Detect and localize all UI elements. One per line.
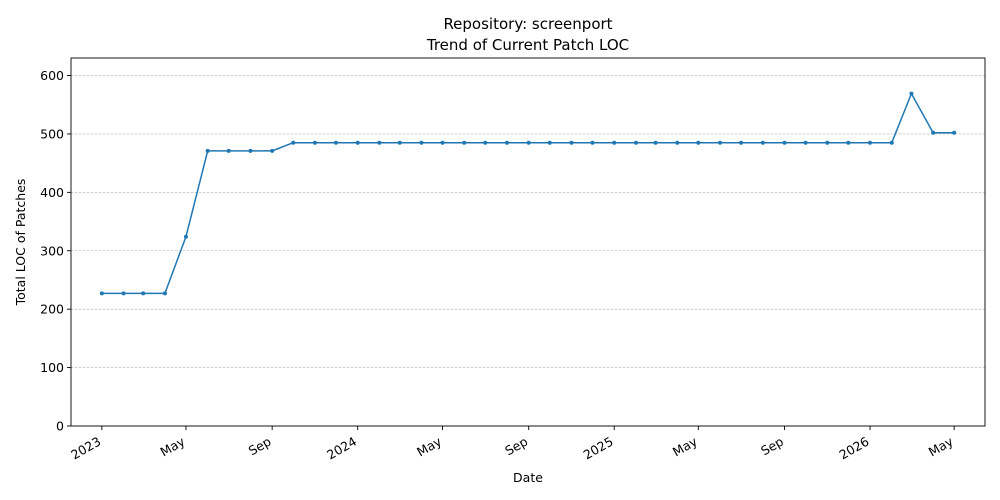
data-point xyxy=(205,148,210,153)
data-point xyxy=(825,140,830,145)
grid-lines xyxy=(71,75,985,427)
data-point xyxy=(419,140,424,145)
chart-title-line-2: Trend of Current Patch LOC xyxy=(426,36,629,54)
data-point xyxy=(782,140,787,145)
data-point xyxy=(333,140,338,145)
data-point xyxy=(141,291,146,296)
x-axis-label: Date xyxy=(513,470,543,485)
y-axis: 0 100 200 300 400 500 600 xyxy=(40,68,71,434)
y-axis-label: Total LOC of Patches xyxy=(13,179,28,307)
data-point xyxy=(270,148,275,153)
data-point xyxy=(739,140,744,145)
x-tick-label: 2026 xyxy=(836,434,871,463)
x-tick-label: 2023 xyxy=(68,434,103,463)
y-tick-label: 500 xyxy=(40,126,64,141)
data-point xyxy=(653,140,658,145)
data-point xyxy=(121,291,126,296)
data-point xyxy=(889,140,894,145)
x-tick-label: May xyxy=(926,433,956,459)
data-point xyxy=(718,140,723,145)
data-point xyxy=(675,140,680,145)
x-tick-label: 2025 xyxy=(581,434,616,463)
x-axis: 2023 May Sep 2024 May Sep 2025 May Sep 2026 May xyxy=(68,426,956,463)
x-tick-label: Sep xyxy=(502,434,530,459)
x-tick-label: May xyxy=(670,433,700,459)
data-point xyxy=(569,140,574,145)
x-tick-label: Sep xyxy=(758,434,786,459)
data-point xyxy=(355,140,360,145)
series-line xyxy=(101,92,955,295)
data-point xyxy=(868,140,873,145)
data-point xyxy=(248,148,253,153)
data-point xyxy=(440,140,445,145)
data-point xyxy=(909,91,914,96)
data-point xyxy=(183,234,188,239)
data-point xyxy=(633,140,638,145)
data-point xyxy=(397,140,402,145)
data-point xyxy=(760,140,765,145)
data-point xyxy=(590,140,595,145)
y-tick-label: 100 xyxy=(40,360,64,375)
series-loc xyxy=(99,91,957,296)
x-tick-label: Sep xyxy=(246,434,274,459)
chart-title-line-1: Repository: screenport xyxy=(443,15,612,33)
data-point xyxy=(99,291,104,296)
data-point xyxy=(952,130,957,135)
data-point xyxy=(846,140,851,145)
data-point xyxy=(612,140,617,145)
data-point xyxy=(462,140,467,145)
data-point xyxy=(162,291,167,296)
data-point xyxy=(226,148,231,153)
data-point xyxy=(931,130,936,135)
data-point xyxy=(377,140,382,145)
y-tick-label: 0 xyxy=(56,419,64,434)
data-point xyxy=(547,140,552,145)
data-point xyxy=(504,140,509,145)
plot-area-frame xyxy=(70,57,986,427)
y-tick-label: 200 xyxy=(40,302,64,317)
data-point xyxy=(696,140,701,145)
data-point xyxy=(803,140,808,145)
y-tick-label: 400 xyxy=(40,185,64,200)
data-point xyxy=(291,140,296,145)
data-point xyxy=(312,140,317,145)
x-tick-label: 2024 xyxy=(324,434,359,463)
y-tick-label: 300 xyxy=(40,243,64,258)
x-tick-label: May xyxy=(414,433,444,459)
x-tick-label: May xyxy=(158,433,188,459)
data-point xyxy=(526,140,531,145)
y-tick-label: 600 xyxy=(40,68,64,83)
data-point xyxy=(483,140,488,145)
